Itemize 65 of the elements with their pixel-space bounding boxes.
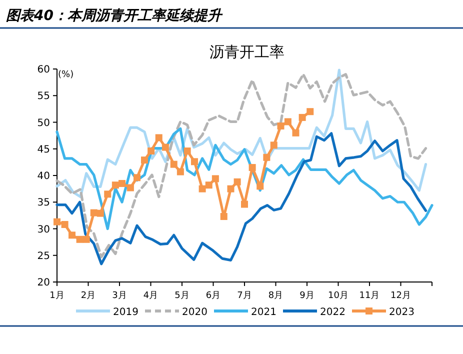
point (82, 236, 90, 243)
point (248, 164, 256, 172)
y-tick-label: 35 (37, 198, 50, 209)
x-tick-label: 4月 (143, 291, 158, 301)
y-tick-label: 60 (37, 64, 50, 76)
point (96, 210, 104, 217)
point (270, 142, 278, 149)
subtitle: 沥青开工率 (210, 43, 284, 61)
y-tick-label: 50 (37, 118, 50, 129)
point (148, 148, 155, 155)
x-tick-label: 11月 (359, 291, 380, 301)
x-tick-label: 10月 (328, 291, 348, 301)
point (227, 185, 234, 192)
x-tick-label: 3月 (112, 291, 127, 301)
y-tick-label: 20 (37, 278, 50, 288)
point (104, 190, 112, 198)
legend-label: 2022 (320, 307, 346, 318)
point (162, 144, 169, 151)
point (68, 232, 76, 239)
point (277, 122, 284, 130)
point (76, 236, 84, 243)
point (118, 180, 126, 187)
y-tick-label: 30 (37, 224, 50, 236)
point (198, 185, 206, 192)
point (263, 154, 270, 161)
point (191, 158, 198, 166)
x-tick-label: 2月 (80, 291, 96, 301)
point (90, 209, 98, 216)
point (292, 129, 300, 136)
y-tick-label: 45 (37, 144, 50, 156)
legend-label: 2023 (389, 307, 414, 318)
x-tick-label: 1月 (50, 291, 64, 301)
point (170, 160, 178, 168)
x-tick-label: 7月 (237, 291, 252, 301)
y-tick-label: 40 (37, 171, 50, 182)
y-tick-label: 55 (37, 91, 50, 102)
point (241, 200, 248, 208)
point (298, 114, 306, 121)
point (141, 156, 148, 164)
point (61, 220, 68, 228)
x-tick-label: 8月 (268, 291, 284, 301)
point (212, 175, 219, 182)
title: 图表40：本周沥青开工率延续提升 (6, 8, 222, 24)
point (54, 218, 60, 226)
point (112, 182, 119, 189)
x-tick-label: 6月 (206, 291, 221, 301)
legend-label: 2021 (251, 307, 276, 318)
point (134, 174, 140, 182)
point (284, 118, 292, 126)
y-tick-label: 25 (37, 250, 50, 262)
point (256, 182, 264, 190)
point (220, 213, 228, 220)
x-tick-label: 9月 (300, 291, 314, 301)
point (306, 108, 314, 116)
point (176, 168, 184, 176)
legend-label: 2019 (113, 307, 138, 318)
x-tick-label: 5月 (174, 291, 190, 301)
ylabel: (%) (58, 70, 74, 80)
point (126, 184, 134, 192)
point (155, 134, 162, 142)
point (205, 182, 212, 189)
point (234, 178, 241, 186)
legend-label: 2020 (182, 307, 208, 318)
point (184, 148, 191, 155)
x-tick-label: 12月 (390, 291, 411, 301)
